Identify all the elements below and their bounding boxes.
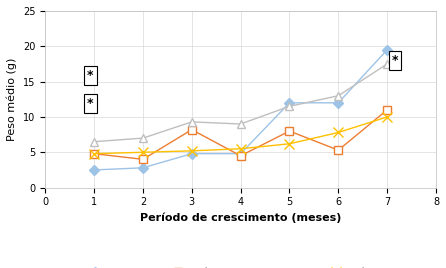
Pequenos [238,152,243,155]
Line: Grandes: Grandes [90,60,391,146]
Médios 1 [287,129,292,133]
Médios 2 [238,147,243,150]
Grandes [189,120,194,124]
Médios 1 [384,108,390,111]
X-axis label: Período de crescimento (meses): Período de crescimento (meses) [140,213,341,223]
Médios 2 [91,152,97,155]
Grandes [91,140,97,143]
Text: *: * [392,54,398,67]
Pequenos [189,152,194,155]
Line: Médios 1: Médios 1 [90,106,391,163]
Pequenos [287,101,292,105]
Pequenos [140,166,145,169]
Médios 1 [140,158,145,161]
Grandes [238,122,243,126]
Text: *: * [87,97,93,110]
Grandes [140,136,145,140]
Legend: Pequenos, Médios 1, Grandes, Médios 2: Pequenos, Médios 1, Grandes, Médios 2 [80,263,401,268]
Grandes [336,94,341,97]
Grandes [384,62,390,66]
Médios 1 [189,128,194,131]
Médios 2 [140,151,145,154]
Grandes [287,105,292,108]
Pequenos [384,48,390,51]
Médios 2 [287,142,292,146]
Médios 1 [336,148,341,152]
Médios 2 [336,131,341,134]
Y-axis label: Peso médio (g): Peso médio (g) [7,58,17,141]
Médios 2 [189,149,194,152]
Line: Médios 2: Médios 2 [89,112,392,159]
Médios 1 [91,152,97,155]
Médios 2 [384,115,390,118]
Pequenos [336,101,341,105]
Line: Pequenos: Pequenos [91,46,391,173]
Médios 1 [238,154,243,157]
Pequenos [91,168,97,172]
Text: *: * [87,69,93,82]
